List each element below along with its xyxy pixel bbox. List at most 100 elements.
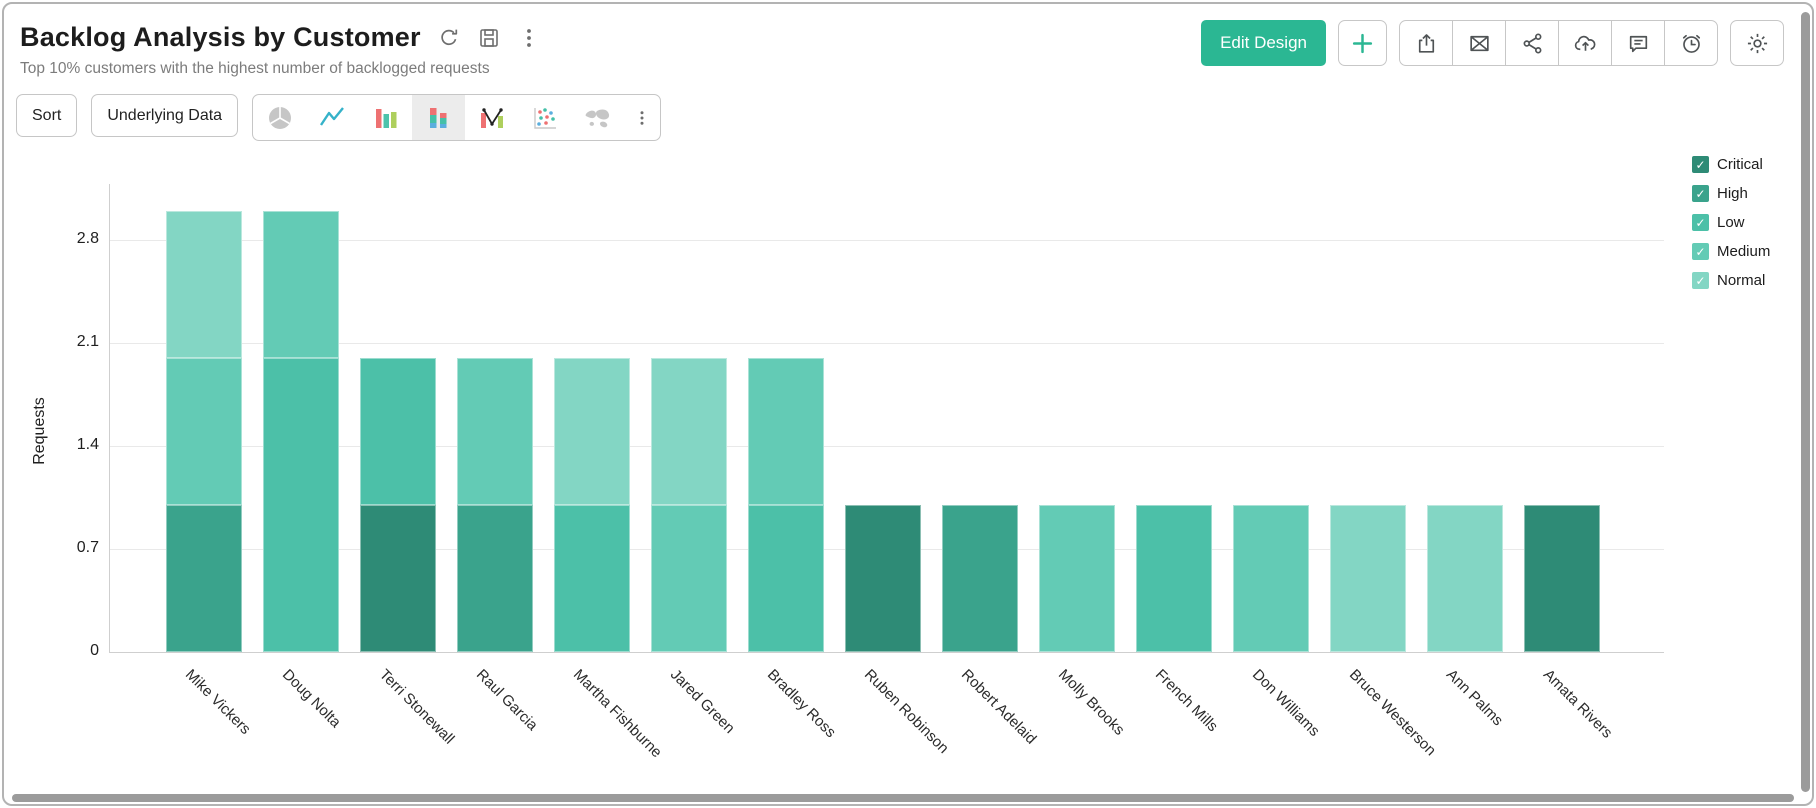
page-subtitle: Top 10% customers with the highest numbe… [20,60,490,77]
bar-segment-low[interactable] [263,358,339,652]
y-axis-line [109,184,110,652]
more-vertical-icon [640,110,644,125]
bar-segment-medium[interactable] [457,358,533,505]
horizontal-scrollbar[interactable] [12,794,1794,802]
bar-segment-medium[interactable] [166,358,242,505]
legend-item-critical[interactable]: ✓ Critical [1692,156,1770,173]
legend-item-normal[interactable]: ✓ Normal [1692,272,1770,289]
legend-label: Medium [1717,243,1771,260]
legend-label: Low [1717,214,1745,231]
legend-checkbox[interactable]: ✓ [1692,156,1709,173]
bar-segment-critical[interactable] [1524,505,1600,652]
share-actions-group [1399,20,1718,66]
chart-type-pie[interactable] [253,95,306,140]
x-category-label: Robert Adelaid [957,666,1040,748]
legend-checkbox[interactable]: ✓ [1692,214,1709,231]
header-actions: Edit Design [1201,20,1784,66]
more-vertical-icon[interactable] [517,26,541,50]
refresh-icon[interactable] [437,26,461,50]
bar-segment-low[interactable] [360,358,436,505]
bar-doug-nolta [263,144,339,652]
vertical-scrollbar[interactable] [1801,12,1810,792]
sort-button[interactable]: Sort [16,94,78,137]
bar-segment-medium[interactable] [651,505,727,652]
bar-segment-critical[interactable] [360,505,436,652]
settings-button[interactable] [1730,20,1784,66]
chart-type-scatter[interactable] [518,95,571,140]
history-button[interactable] [1664,20,1718,66]
bar-bruce-westerson [1330,144,1406,652]
x-category-label: Doug Nolta [278,666,345,732]
cloud-upload-button[interactable] [1558,20,1612,66]
x-category-label: French Mills [1151,666,1222,736]
map-chart-icon [585,109,609,127]
bar-segment-high[interactable] [166,505,242,652]
bar-segment-high[interactable] [457,505,533,652]
save-icon[interactable] [477,26,501,50]
legend-item-low[interactable]: ✓ Low [1692,214,1770,231]
bar-bradley-ross [748,144,824,652]
chart-type-combo[interactable] [465,95,518,140]
bar-segment-low[interactable] [1136,505,1212,652]
bar-segment-normal[interactable] [166,211,242,358]
pie-chart-icon [268,106,291,129]
bar-amata-rivers [1524,144,1600,652]
x-axis-line [109,652,1664,653]
y-tick-label: 0 [90,642,99,659]
chart-type-line[interactable] [306,95,359,140]
line-chart-icon [319,106,344,126]
email-button[interactable] [1452,20,1506,66]
chart-type-map[interactable] [571,95,624,140]
legend-item-medium[interactable]: ✓ Medium [1692,243,1770,260]
share-icon [1523,33,1541,54]
bar-segment-medium[interactable] [748,358,824,505]
stacked-bar-chart-icon [429,107,447,128]
chart-type-bar[interactable] [359,95,412,140]
edit-design-button[interactable]: Edit Design [1201,20,1326,66]
legend-checkbox[interactable]: ✓ [1692,185,1709,202]
bar-mike-vickers [166,144,242,652]
bar-segment-medium[interactable] [1233,505,1309,652]
bar-segment-normal[interactable] [554,358,630,505]
header: Backlog Analysis by Customer Top 10% cus… [20,22,541,78]
gridline [109,446,1664,448]
export-icon [1418,33,1434,53]
bar-segment-low[interactable] [748,505,824,652]
underlying-data-button[interactable]: Underlying Data [91,94,239,137]
y-tick-label: 1.4 [76,436,99,454]
history-icon [1682,34,1700,53]
x-category-label: Ruben Robinson [860,666,953,758]
bar-martha-fishburne [554,144,630,652]
x-category-label: Bruce Westerson [1345,666,1440,760]
bar-segment-low[interactable] [554,505,630,652]
settings-icon [1747,33,1767,53]
chart-type-stacked-bar[interactable] [412,95,466,140]
export-button[interactable] [1399,20,1453,66]
combo-chart-icon [480,107,503,128]
scatter-chart-icon [533,107,556,129]
bar-segment-normal[interactable] [1330,505,1406,652]
chart-type-more-button[interactable] [624,95,660,140]
x-category-label: Don Williams [1248,666,1323,740]
legend-checkbox[interactable]: ✓ [1692,243,1709,260]
add-button[interactable] [1338,20,1387,66]
legend-checkbox[interactable]: ✓ [1692,272,1709,289]
bar-molly-brooks [1039,144,1115,652]
legend-item-high[interactable]: ✓ High [1692,185,1770,202]
bar-segment-medium[interactable] [1039,505,1115,652]
bar-segment-normal[interactable] [1427,505,1503,652]
comment-button[interactable] [1611,20,1665,66]
share-button[interactable] [1505,20,1559,66]
page-title: Backlog Analysis by Customer [20,22,421,52]
bar-segment-high[interactable] [942,505,1018,652]
bar-ruben-robinson [845,144,921,652]
stacked-bar-chart: Requests 0 0.7 1.4 2.1 2.8 Mike Vickers Doug N… [4,144,1812,804]
x-category-label: Amata Rivers [1539,666,1616,742]
legend-label: High [1717,185,1748,202]
bar-segment-normal[interactable] [651,358,727,505]
bar-segment-medium[interactable] [263,211,339,358]
y-tick-label: 2.8 [76,230,99,248]
bar-segment-critical[interactable] [845,505,921,652]
x-category-label: Jared Green [666,666,738,737]
